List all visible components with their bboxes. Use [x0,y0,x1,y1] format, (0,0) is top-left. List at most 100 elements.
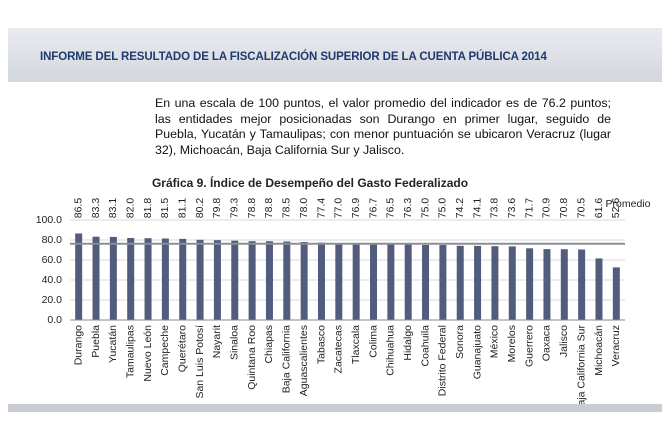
value-label: 78.8 [263,198,275,219]
paragraph: En una escala de 100 puntos, el valor pr… [155,96,611,158]
x-tick-label: Sinaloa [229,325,241,360]
x-tick-label: Durango [72,325,84,365]
value-label: 78.5 [281,198,293,219]
bar [422,245,430,320]
value-label: 76.3 [402,198,414,219]
x-tick-label: San Luis Potosí [194,325,206,399]
y-tick-label: 80.0 [42,234,63,246]
value-label: 70.9 [541,198,553,219]
value-label: 86.5 [72,198,84,219]
x-tick-label: Guerrero [523,325,535,367]
value-label: 52.6 [610,198,622,219]
value-label: 73.6 [506,198,518,219]
bar [265,241,273,320]
bar [491,246,499,320]
x-tick-label: Zacatecas [333,325,345,373]
bar [456,245,464,320]
value-label: 76.9 [350,198,362,219]
x-tick-label: Chiapas [263,325,275,364]
x-tick-label: Tlaxcala [350,325,362,364]
value-label: 81.8 [142,198,154,219]
x-tick-label: Chihuahua [385,325,397,376]
value-label: 77.0 [333,198,345,219]
bar [248,241,256,320]
x-tick-label: Tamaulipas [124,325,136,378]
x-tick-label: Colima [367,325,379,358]
x-tick-label: Querétaro [177,325,189,372]
value-label: 76.5 [385,198,397,219]
bar [508,246,516,320]
bar [526,248,534,320]
value-label: 81.1 [177,198,189,219]
x-tick-label: México [489,325,501,358]
bar [109,236,117,320]
value-label: 79.8 [211,198,223,219]
bar [92,236,100,320]
footer-bar [8,404,662,412]
value-label: 75.0 [437,198,449,219]
value-label: 77.4 [315,198,327,219]
bar [317,242,325,320]
bar [179,238,187,320]
value-label: 61.6 [593,198,605,219]
paragraph-line: 32), Michoacán, Baja California Sur y Ja… [155,142,405,157]
x-tick-label: Morelos [506,325,518,362]
value-label: 78.8 [246,198,258,219]
header-title: INFORME DEL RESULTADO DE LA FISCALIZACIÓ… [40,51,547,63]
x-tick-label: Baja California [281,325,293,393]
x-tick-label: Michoacán [593,325,605,376]
value-label: 74.2 [454,198,466,219]
paragraph-line: las entidades mejor posicionadas son Dur… [155,111,611,126]
x-tick-label: Veracruz [610,325,622,366]
x-tick-label: Quintana Roo [246,325,258,390]
bar [231,240,239,320]
value-label: 81.5 [159,198,171,219]
x-tick-label: Yucatán [107,325,119,363]
y-tick-label: 60.0 [42,254,63,266]
x-tick-label: Nayarit [211,325,223,358]
bar [213,240,221,320]
value-label: 83.3 [90,198,102,219]
bar [352,243,360,320]
value-label: 70.8 [558,198,570,219]
x-tick-label: Tabasco [315,325,327,364]
value-label: 71.7 [523,198,535,219]
bar [578,249,586,320]
bar [144,238,152,320]
bar [474,245,482,320]
y-tick-label: 0.0 [47,314,62,326]
x-tick-label: Sonora [454,325,466,359]
x-tick-label: Campeche [159,325,171,376]
average-label: Promedio [606,198,651,210]
x-tick-label: Aguascalientes [298,325,310,396]
x-tick-label: Oaxaca [541,325,553,361]
bar [196,239,204,320]
value-label: 82.0 [124,198,136,219]
x-tick-label: Hidalgo [402,325,414,361]
paragraph-line: En una escala de 100 puntos, el valor pr… [155,96,611,110]
bar [370,243,378,320]
x-tick-label: Puebla [90,325,102,358]
x-tick-label: Guanajuato [471,325,483,379]
x-tick-label: Coahuila [419,325,431,367]
bar [439,245,447,320]
bar [300,242,308,320]
bar [127,238,135,320]
paragraph-line: Puebla, Yucatán y Tamaulipas; con menor … [155,127,611,141]
bar [75,233,83,320]
bar [595,258,603,320]
bar [335,243,343,320]
bar [560,249,568,320]
y-tick-label: 20.0 [42,294,63,306]
value-label: 73.8 [489,198,501,219]
bar [404,243,412,320]
value-label: 76.7 [367,198,379,219]
y-tick-label: 40.0 [42,274,63,286]
y-tick-label: 100.0 [36,214,62,226]
x-tick-label: Nuevo León [142,325,154,382]
chart-title: Gráfica 9. Índice de Desempeño del Gasto… [152,175,468,190]
value-label: 74.1 [471,198,483,219]
value-label: 83.1 [107,198,119,219]
